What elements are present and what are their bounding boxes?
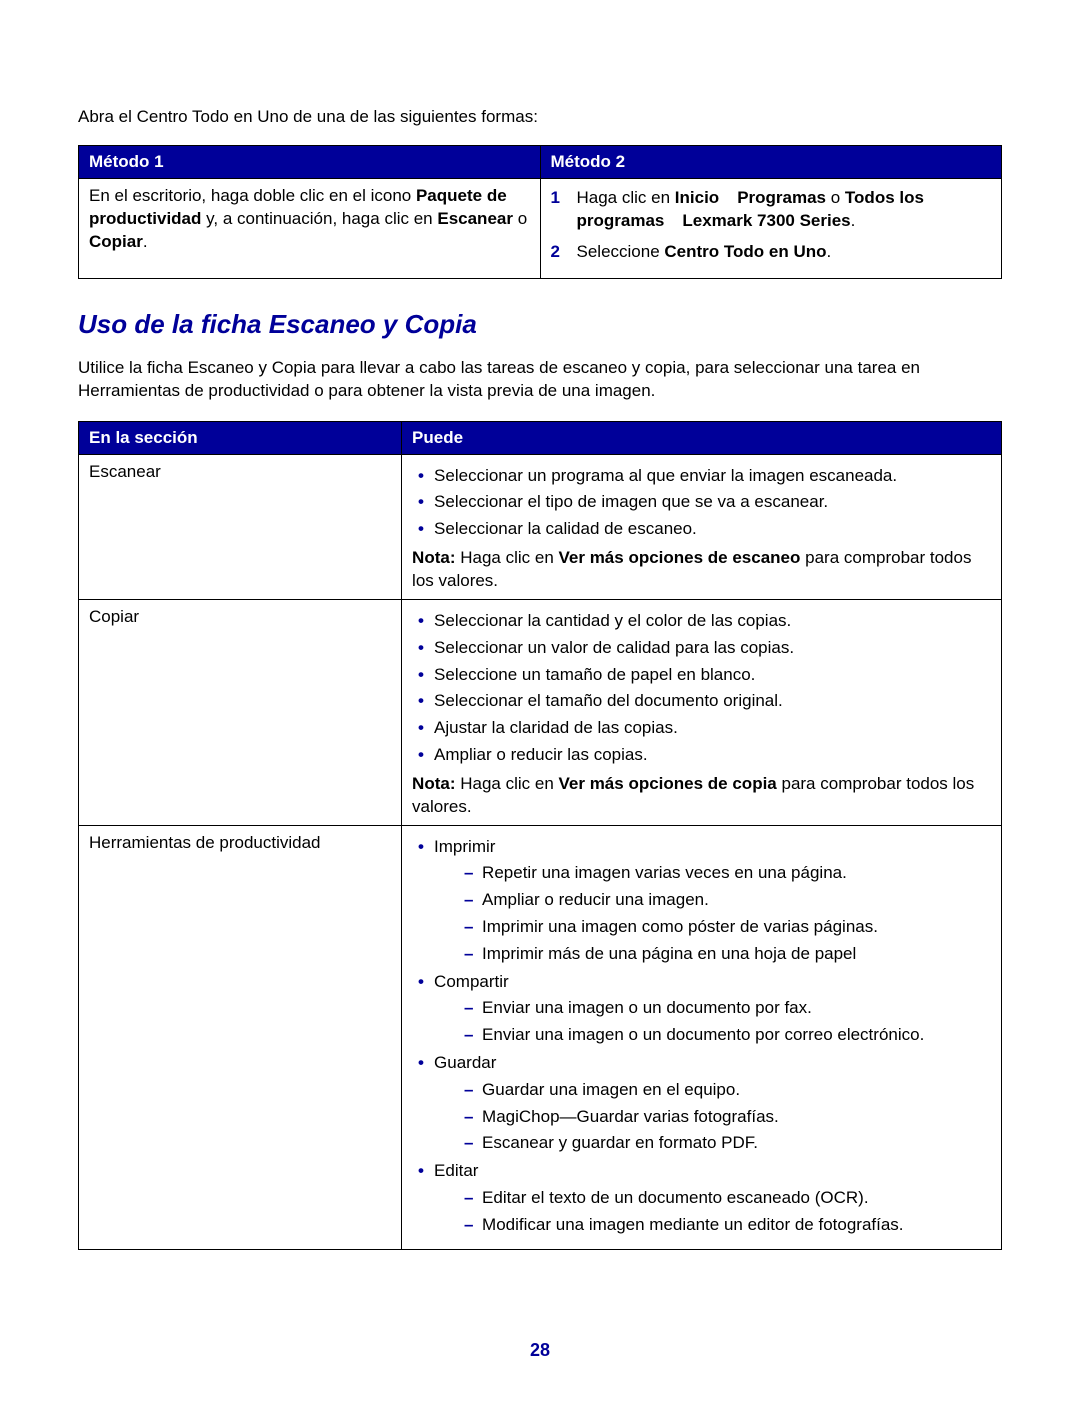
m1-b3: Copiar: [89, 232, 143, 251]
m2s2-b1: Centro Todo en Uno: [664, 242, 826, 261]
group-dashes: Guardar una imagen en el equipo. MagiCho…: [434, 1078, 991, 1155]
list-item: Seleccionar la cantidad y el color de la…: [412, 609, 991, 633]
list-item: Escanear y guardar en formato PDF.: [460, 1131, 991, 1155]
group-title-text: Imprimir: [434, 837, 495, 856]
list-item: Ampliar o reducir las copias.: [412, 743, 991, 767]
group-title-text: Guardar: [434, 1053, 496, 1072]
method2-step-1: Haga clic en InicioProgramas o Todos los…: [551, 187, 992, 233]
document-page: Abra el Centro Todo en Uno de una de las…: [0, 0, 1080, 1421]
row2-content: Seleccionar la cantidad y el color de la…: [402, 599, 1002, 825]
list-item: Repetir una imagen varias veces en una p…: [460, 861, 991, 885]
list-item: Seleccionar el tamaño del documento orig…: [412, 689, 991, 713]
row2-note: Nota: Haga clic en Ver más opciones de c…: [412, 773, 991, 819]
list-item: Imprimir más de una página en una hoja d…: [460, 942, 991, 966]
list-item: Seleccionar un valor de calidad para las…: [412, 636, 991, 660]
m2s1-b1: Inicio: [675, 188, 719, 207]
m1-b2: Escanear: [437, 209, 513, 228]
methods-table: Método 1 Método 2 En el escritorio, haga…: [78, 145, 1002, 279]
group-title: Imprimir Repetir una imagen varias veces…: [412, 835, 991, 966]
sections-header-1: En la sección: [79, 421, 402, 454]
row1-bullets: Seleccionar un programa al que enviar la…: [412, 464, 991, 541]
m1-t2: y, a continuación, haga clic en: [201, 209, 437, 228]
row1-label: Escanear: [79, 454, 402, 599]
table-row: Escanear Seleccionar un programa al que …: [79, 454, 1002, 599]
list-item: Ampliar o reducir una imagen.: [460, 888, 991, 912]
list-item: Guardar una imagen en el equipo.: [460, 1078, 991, 1102]
m1-t3: o: [513, 209, 527, 228]
sections-header-2: Puede: [402, 421, 1002, 454]
page-number: 28: [78, 1340, 1002, 1361]
note-t1: Haga clic en: [456, 774, 559, 793]
section-body: Utilice la ficha Escaneo y Copia para ll…: [78, 357, 1002, 403]
m2s2-t1: Seleccione: [577, 242, 665, 261]
table-row: Herramientas de productividad Imprimir R…: [79, 825, 1002, 1249]
group-title-text: Editar: [434, 1161, 478, 1180]
note-label: Nota:: [412, 548, 455, 567]
row1-content: Seleccionar un programa al que enviar la…: [402, 454, 1002, 599]
methods-header-1: Método 1: [79, 146, 541, 179]
row1-note: Nota: Haga clic en Ver más opciones de e…: [412, 547, 991, 593]
group-dashes: Repetir una imagen varias veces en una p…: [434, 861, 991, 965]
section-heading: Uso de la ficha Escaneo y Copia: [78, 309, 1002, 340]
m2s1-t3: o: [826, 188, 845, 207]
list-item: Modificar una imagen mediante un editor …: [460, 1213, 991, 1237]
note-label: Nota:: [412, 774, 455, 793]
list-item: MagiChop—Guardar varias fotografías.: [460, 1105, 991, 1129]
list-item: Seleccione un tamaño de papel en blanco.: [412, 663, 991, 687]
row3-group-imprimir: Imprimir Repetir una imagen varias veces…: [412, 835, 991, 1237]
row3-label: Herramientas de productividad: [79, 825, 402, 1249]
group-title: Compartir Enviar una imagen o un documen…: [412, 970, 991, 1047]
list-item: Imprimir una imagen como póster de varia…: [460, 915, 991, 939]
group-title: Editar Editar el texto de un documento e…: [412, 1159, 991, 1236]
m2s1-t1: Haga clic en: [577, 188, 675, 207]
note-b2: Ver más opciones de copia: [559, 774, 777, 793]
m2s1-b2: Programas: [737, 188, 826, 207]
list-item: Enviar una imagen o un documento por fax…: [460, 996, 991, 1020]
table-row: Copiar Seleccionar la cantidad y el colo…: [79, 599, 1002, 825]
m1-t4: .: [143, 232, 148, 251]
group-title: Guardar Guardar una imagen en el equipo.…: [412, 1051, 991, 1155]
m2s1-t5: .: [851, 211, 856, 230]
method2-step-2: Seleccione Centro Todo en Uno.: [551, 241, 992, 264]
method1-cell: En el escritorio, haga doble clic en el …: [79, 179, 541, 279]
list-item: Seleccionar un programa al que enviar la…: [412, 464, 991, 488]
row3-content: Imprimir Repetir una imagen varias veces…: [402, 825, 1002, 1249]
group-dashes: Enviar una imagen o un documento por fax…: [434, 996, 991, 1047]
list-item: Seleccionar el tipo de imagen que se va …: [412, 490, 991, 514]
row2-label: Copiar: [79, 599, 402, 825]
intro-text: Abra el Centro Todo en Uno de una de las…: [78, 107, 1002, 127]
list-item: Editar el texto de un documento escanead…: [460, 1186, 991, 1210]
m2s2-t2: .: [827, 242, 832, 261]
method2-steps: Haga clic en InicioProgramas o Todos los…: [551, 187, 992, 264]
note-t1: Haga clic en: [456, 548, 559, 567]
sections-table: En la sección Puede Escanear Seleccionar…: [78, 421, 1002, 1250]
list-item: Ajustar la claridad de las copias.: [412, 716, 991, 740]
list-item: Seleccionar la calidad de escaneo.: [412, 517, 991, 541]
m2s1-b4: Lexmark 7300 Series: [682, 211, 850, 230]
row2-bullets: Seleccionar la cantidad y el color de la…: [412, 609, 991, 767]
note-b2: Ver más opciones de escaneo: [559, 548, 801, 567]
m1-t1: En el escritorio, haga doble clic en el …: [89, 186, 416, 205]
method2-cell: Haga clic en InicioProgramas o Todos los…: [540, 179, 1002, 279]
list-item: Enviar una imagen o un documento por cor…: [460, 1023, 991, 1047]
group-title-text: Compartir: [434, 972, 509, 991]
methods-header-2: Método 2: [540, 146, 1002, 179]
group-dashes: Editar el texto de un documento escanead…: [434, 1186, 991, 1237]
